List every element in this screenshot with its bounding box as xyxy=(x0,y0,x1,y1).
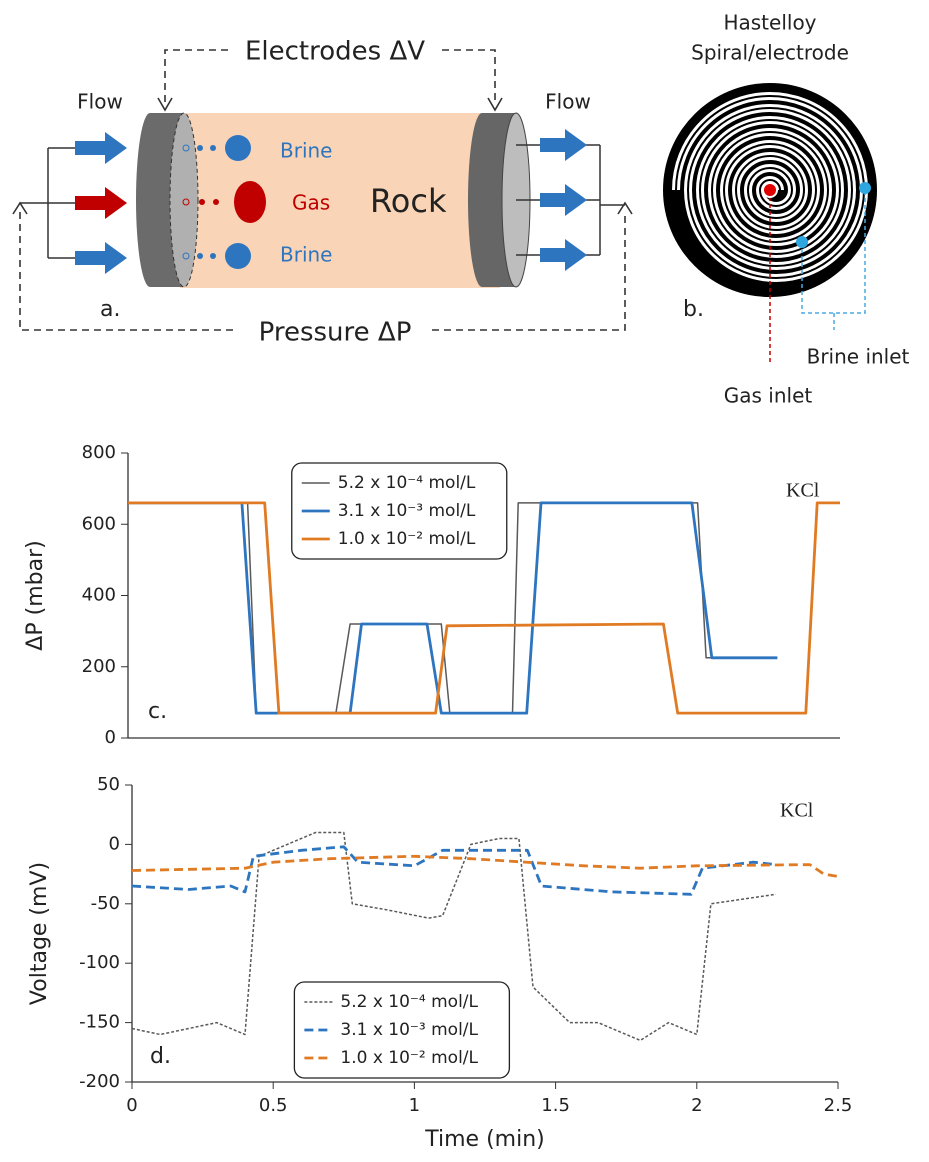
panel-label: b. xyxy=(683,297,704,322)
x-tick-label: 1 xyxy=(409,1095,420,1116)
label: Gas inlet xyxy=(724,384,813,408)
y-tick-label: 200 xyxy=(82,656,116,677)
legend-box xyxy=(293,981,511,1079)
x-axis-title: Time (min) xyxy=(424,1127,545,1152)
x-tick-label: 2 xyxy=(691,1095,702,1116)
label: Brine inlet xyxy=(807,345,910,369)
legend-label: 1.0 x 10⁻² mol/L xyxy=(340,1048,478,1068)
connector xyxy=(164,49,228,102)
connector xyxy=(19,212,238,331)
series-line xyxy=(131,831,777,1042)
legend-label: 1.0 x 10⁻² mol/L xyxy=(338,529,476,549)
flow-arrow xyxy=(75,132,127,164)
brine-drops xyxy=(197,135,251,269)
legend-box xyxy=(291,462,508,560)
y-tick-label: -150 xyxy=(79,1012,120,1033)
label: Brine xyxy=(280,139,332,163)
flow-arrow xyxy=(540,129,587,161)
gas-inlet xyxy=(762,182,778,198)
label: Gas xyxy=(292,191,330,215)
y-tick-label: 50 xyxy=(97,774,120,795)
arrowhead xyxy=(617,201,633,215)
diagram-a: Electrodes ΔV Pressure ΔP Flow Flow Brin… xyxy=(12,37,633,348)
y-tick-label: 600 xyxy=(82,513,116,534)
spiral-electrode xyxy=(675,95,866,279)
legend-label: 3.1 x 10⁻³ mol/L xyxy=(340,1020,478,1040)
brine-inlet xyxy=(796,236,808,248)
x-tick-label: 0 xyxy=(126,1095,137,1116)
diagram-b: Hastelloy Spiral/electrode b. Brine inle… xyxy=(663,11,910,408)
pore xyxy=(182,198,190,206)
flow-arrow xyxy=(540,239,587,271)
series-line xyxy=(131,854,839,878)
legend-label: 5.2 x 10⁻⁴ mol/L xyxy=(338,473,476,493)
panel-label: c. xyxy=(148,699,167,724)
annotation: KCl xyxy=(786,480,820,502)
gas-bubble xyxy=(199,181,266,223)
legend-label: 5.2 x 10⁻⁴ mol/L xyxy=(340,992,478,1012)
series-line xyxy=(128,501,840,715)
flow-arrow xyxy=(540,184,587,216)
panel-label: d. xyxy=(150,1044,171,1069)
x-tick-label: 2.5 xyxy=(824,1095,853,1116)
annotation: KCl xyxy=(780,800,814,822)
y-axis-title: ΔP (mbar) xyxy=(23,540,48,650)
connector xyxy=(432,212,626,331)
arrowhead xyxy=(157,97,173,112)
y-tick-label: 400 xyxy=(82,585,116,606)
label: Pressure ΔP xyxy=(259,318,412,348)
y-tick-label: 0 xyxy=(105,727,116,748)
pore xyxy=(182,252,190,260)
pore xyxy=(182,144,190,152)
flow-arrow xyxy=(75,242,127,274)
label: Flow xyxy=(545,90,591,114)
y-axis-title: Voltage (mV) xyxy=(27,862,52,1005)
label: Spiral/electrode xyxy=(691,41,849,65)
legend-label: 3.1 x 10⁻³ mol/L xyxy=(338,501,476,521)
y-tick-label: 800 xyxy=(82,442,116,463)
brine-inlet xyxy=(859,182,871,194)
label: Rock xyxy=(370,182,447,220)
panel-label: a. xyxy=(100,297,120,322)
series-line xyxy=(131,845,777,896)
brine-line xyxy=(801,188,866,330)
y-tick-label: -100 xyxy=(79,952,120,973)
label: Hastelloy xyxy=(723,11,816,35)
manifold xyxy=(516,144,625,256)
label: Flow xyxy=(77,90,123,114)
manifold xyxy=(20,147,75,259)
label: Electrodes ΔV xyxy=(245,37,425,67)
series-line xyxy=(128,501,778,715)
y-tick-label: -200 xyxy=(79,1071,120,1092)
y-tick-label: -50 xyxy=(91,893,120,914)
connector xyxy=(442,49,496,102)
label: Brine xyxy=(280,243,332,267)
y-tick-label: 0 xyxy=(109,833,120,854)
arrowhead xyxy=(487,97,503,112)
x-tick-label: 0.5 xyxy=(259,1095,288,1116)
x-tick-label: 1.5 xyxy=(541,1095,570,1116)
flow-arrow xyxy=(75,187,127,219)
